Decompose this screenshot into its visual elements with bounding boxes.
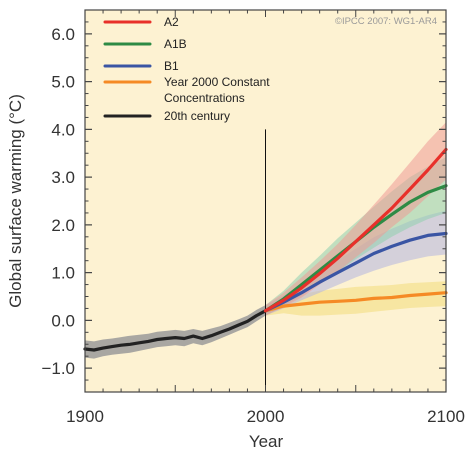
legend-label: A1B [164, 37, 187, 51]
y-tick-label: −1.0 [41, 359, 75, 378]
a2-uncertainty-band [265, 122, 446, 316]
axis-tick-labels: −1.0 0.0 1.0 2.0 3.0 4.0 5.0 6.0 1900 2000 2100 [41, 25, 464, 426]
y-tick-label: 3.0 [51, 168, 75, 187]
x-tick-label: 2100 [427, 407, 465, 426]
legend: A2 A1B B1 Year 2000 Constant Concentrations 2… [103, 15, 270, 123]
legend-label: Year 2000 Constant [164, 75, 270, 89]
x-tick-label: 1900 [66, 407, 104, 426]
legend-label: A2 [164, 15, 179, 29]
y-tick-label: 5.0 [51, 73, 75, 92]
legend-label: B1 [164, 59, 179, 73]
y-tick-label: 1.0 [51, 264, 75, 283]
x-axis-label: Year [249, 432, 284, 451]
axis-ticks [85, 9, 446, 393]
year-2000-constant-concentrations-series-line [263, 291, 448, 313]
series-lines [83, 147, 448, 352]
a2-series-line [263, 147, 448, 313]
b1-series-line [263, 231, 448, 313]
20th-century-series-line [83, 309, 268, 352]
year-2000-constant-concentrations-uncertainty-band [265, 281, 446, 316]
y-tick-label: 0.0 [51, 311, 75, 330]
x-tick-label: 2000 [247, 407, 285, 426]
y-tick-label: 4.0 [51, 120, 75, 139]
credit-text: ©IPCC 2007: WG1-AR4 [335, 16, 437, 27]
y-axis-label: Global surface warming (°C) [6, 94, 25, 308]
y-tick-label: 2.0 [51, 216, 75, 235]
legend-label: 20th century [164, 109, 230, 123]
y-tick-label: 6.0 [51, 25, 75, 44]
legend-label: Concentrations [164, 91, 245, 105]
